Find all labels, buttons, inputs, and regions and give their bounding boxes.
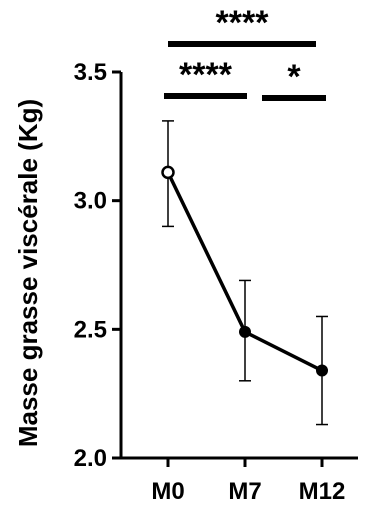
significance-label: *: [287, 58, 301, 96]
y-tick-label: 2.0: [74, 445, 107, 472]
y-ticks: 2.0 2.5 3.0 3.5: [74, 59, 121, 472]
significance-annotations: ******** *: [164, 4, 326, 101]
axes: [119, 72, 358, 460]
y-tick-label: 2.5: [74, 316, 107, 343]
data-series: [161, 120, 328, 426]
x-tick-label: M12: [299, 478, 346, 505]
significance-label: ****: [216, 4, 270, 42]
data-point: [239, 325, 251, 338]
x-ticks: M0 M7 M12: [151, 458, 345, 505]
data-point: [316, 364, 328, 377]
y-tick-label: 3.5: [74, 59, 107, 86]
data-point: [161, 165, 175, 180]
significance-label: ****: [179, 56, 233, 94]
y-axis-label: Masse grasse viscérale (Kg): [13, 99, 43, 447]
y-tick-label: 3.0: [74, 188, 107, 215]
x-tick-label: M7: [228, 478, 261, 505]
x-tick-label: M0: [151, 478, 184, 505]
